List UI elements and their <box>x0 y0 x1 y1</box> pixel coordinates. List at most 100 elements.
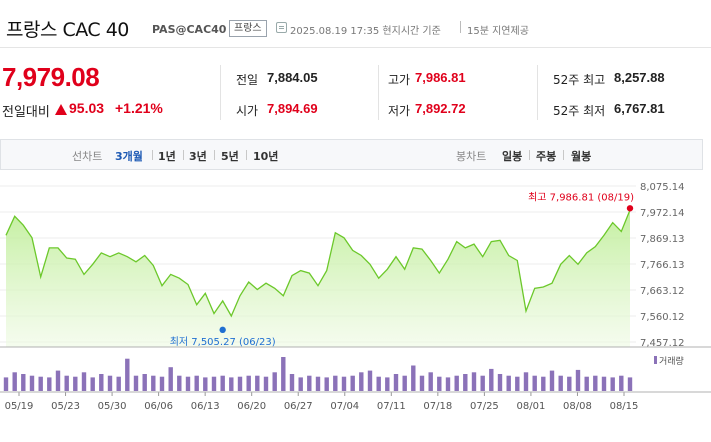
index-title: 프랑스 CAC 40 <box>6 19 129 41</box>
x-tick-label: 07/04 <box>330 401 359 412</box>
min-point-label: 최저 7,505.27 (06/23) <box>170 336 276 348</box>
volume-bar <box>584 376 589 391</box>
volume-bar <box>229 377 234 391</box>
volume-bar <box>471 372 477 391</box>
volume-bar <box>64 375 69 391</box>
volume-bar <box>549 370 555 391</box>
volume-bars <box>3 357 633 391</box>
volume-bar <box>627 377 633 391</box>
y-tick-label: 7,457.12 <box>640 338 685 349</box>
tab-range-1y[interactable]: 1년 <box>158 150 176 163</box>
volume-bar <box>393 374 399 391</box>
volume-bar <box>532 375 537 391</box>
volume-bar <box>55 370 61 391</box>
price-chart[interactable]: 8,075.14 7,972.14 7,869.13 7,766.13 7,663.12… <box>0 170 711 442</box>
stats-divider <box>220 65 221 120</box>
stat-open: 시가 7,894.69 <box>236 101 318 119</box>
volume-bar <box>307 375 312 391</box>
volume-bar <box>125 358 130 391</box>
volume-bar <box>73 376 78 391</box>
volume-bar <box>341 376 347 391</box>
y-axis-labels: 8,075.14 7,972.14 7,869.13 7,766.13 7,663.12… <box>640 182 685 349</box>
y-tick-label: 8,075.14 <box>640 182 685 193</box>
stat-value: 7,892.72 <box>415 101 466 116</box>
tab-range-5y[interactable]: 5년 <box>221 150 239 163</box>
volume-bar <box>593 375 598 391</box>
header-divider <box>460 21 461 33</box>
stat-52w-low: 52주 최저 6,767.81 <box>553 101 665 119</box>
stat-value: 6,767.81 <box>614 101 665 116</box>
volume-bar <box>315 376 321 391</box>
volume-bar <box>567 376 572 391</box>
volume-bar <box>185 376 191 391</box>
tab-range-3y[interactable]: 3년 <box>189 150 207 163</box>
stat-low: 저가 7,892.72 <box>388 101 466 119</box>
x-tick-label: 08/15 <box>610 401 639 412</box>
max-point-marker <box>626 205 634 212</box>
volume-bar <box>99 374 104 391</box>
tab-range-10y[interactable]: 10년 <box>253 150 279 163</box>
tab-divider <box>529 150 530 160</box>
chart-frame <box>0 346 711 393</box>
volume-bar <box>445 377 451 391</box>
x-tick-label: 07/11 <box>377 401 406 412</box>
stat-label: 52주 최고 <box>553 73 606 87</box>
stat-value: 8,257.88 <box>614 70 665 85</box>
max-point-label: 최고 7,986.81 (08/19) <box>528 191 634 203</box>
volume-bar <box>90 377 95 391</box>
tab-candle-monthly[interactable]: 월봉 <box>571 150 592 163</box>
volume-bar <box>237 376 243 391</box>
up-arrow-icon <box>55 104 67 115</box>
tab-divider <box>183 150 184 160</box>
current-price: 7,979.08 <box>2 62 100 92</box>
volume-bar <box>12 372 17 391</box>
volume-bar <box>29 375 35 391</box>
price-line <box>5 209 631 318</box>
volume-bar <box>159 376 165 391</box>
x-tick-label: 06/06 <box>144 401 173 412</box>
price-change: 95.03 <box>69 100 105 116</box>
volume-bar <box>151 375 156 391</box>
stat-label: 52주 최저 <box>553 104 606 118</box>
tab-range-3m[interactable]: 3개월 <box>115 150 143 163</box>
stats-divider <box>537 65 538 120</box>
volume-bar <box>3 377 9 391</box>
x-tick-label: 07/25 <box>470 401 499 412</box>
x-tick-label: 06/27 <box>284 401 313 412</box>
volume-bar <box>428 372 433 391</box>
volume-bar <box>263 376 269 391</box>
volume-bar <box>541 376 546 391</box>
y-tick-label: 7,869.13 <box>640 234 685 245</box>
x-axis-labels: 05/19 05/23 05/30 06/06 06/13 06/20 06/27 07/04… <box>5 392 639 412</box>
x-tick-label: 05/19 <box>5 401 34 412</box>
volume-bar <box>298 377 303 391</box>
x-tick-label: 08/01 <box>517 401 546 412</box>
volume-bar <box>619 375 624 391</box>
volume-bar <box>81 372 87 391</box>
tab-candle-daily[interactable]: 일봉 <box>502 150 523 163</box>
volume-bar <box>246 375 251 391</box>
index-code: PAS@CAC40 <box>152 23 227 36</box>
volume-bar <box>610 377 615 391</box>
volume-bar <box>523 372 529 391</box>
x-tick-label: 05/23 <box>51 401 80 412</box>
tab-candle-weekly[interactable]: 주봉 <box>536 150 557 163</box>
volume-bar <box>558 375 563 391</box>
volume-bar <box>359 372 364 391</box>
volume-bar <box>255 375 260 391</box>
volume-bar <box>515 376 520 391</box>
tab-divider <box>152 150 153 160</box>
volume-bar <box>211 376 217 391</box>
volume-bar <box>194 375 199 391</box>
volume-bar <box>411 365 416 391</box>
quote-datetime: 2025.08.19 17:35 현지시간 기준 <box>290 26 441 37</box>
volume-bar <box>168 367 173 391</box>
delay-note: 15분 지연제공 <box>467 26 529 37</box>
y-tick-label: 7,560.12 <box>640 312 685 323</box>
change-label: 전일대비 <box>2 105 50 120</box>
stat-52w-high: 52주 최고 8,257.88 <box>553 70 665 88</box>
volume-bar <box>402 375 407 391</box>
volume-bar <box>489 368 494 391</box>
volume-bar <box>480 375 485 391</box>
quote-header: 프랑스 CAC 40 PAS@CAC40 프랑스 2025.08.19 17:3… <box>0 0 711 48</box>
